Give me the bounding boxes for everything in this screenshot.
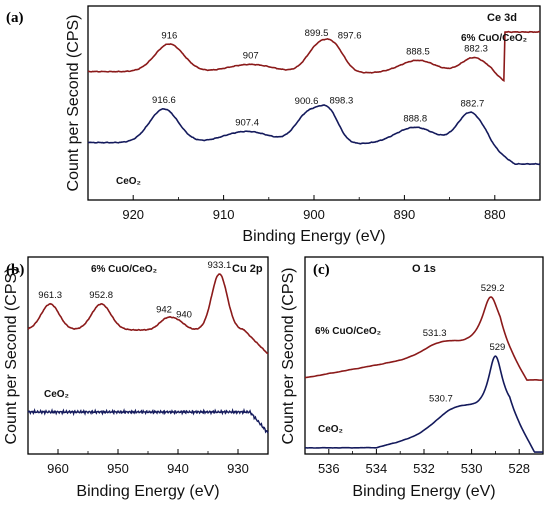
panel-b-corner-title: Cu 2p [232, 263, 263, 275]
panel-a-ceo2-line [87, 104, 541, 166]
panel-a-ceo2-series-label: CeO₂ [116, 176, 141, 187]
panel-b-x-tick-label: 940 [167, 461, 189, 476]
panel-c-cuo-ceo2-peak-label: 531.3 [423, 328, 447, 339]
panel-a-x-tick-label: 900 [303, 207, 325, 222]
panel-b-letter: (b) [6, 262, 24, 278]
panel-a-ceo2-peak-label: 882.7 [461, 98, 485, 109]
panel-a-ceo2-peak-labels: 916.6 907.4 900.6 898.3 888.8 882.7 [152, 95, 484, 128]
panel-c-x-tick-label: 528 [508, 461, 530, 476]
panel-c-cuo-ceo2-peak-label: 529.2 [481, 283, 505, 294]
panel-c-x-tick-label: 534 [366, 461, 388, 476]
panel-c-cuo-ceo2-line [304, 296, 544, 381]
panel-a-cuo-ceo2-series-label: 6% CuO/CeO₂ [461, 33, 527, 44]
panel-b-cuo-ceo2-peak-label: 961.3 [38, 290, 62, 301]
panel-c-x-tick-label: 532 [413, 461, 435, 476]
panel-b-cuo-ceo2-peak-labels: 961.3 952.8 942 940 933.1 [38, 260, 231, 321]
panel-a-x-tick-label: 920 [122, 207, 144, 222]
panel-c-x-axis-title: Binding Energy (eV) [352, 483, 495, 500]
panel-c-x-ticks: 536 534 532 530 528 [304, 449, 544, 476]
panel-a-ceo2-peak-label: 907.4 [235, 117, 259, 128]
panel-a-corner-title: Ce 3d [487, 12, 517, 24]
panel-a-ceo2-peak-label: 888.8 [403, 113, 427, 124]
panel-b-cuo-ceo2-series-label: 6% CuO/CeO₂ [91, 264, 157, 275]
panel-a-cuo-ceo2-peak-label: 899.5 [305, 28, 329, 39]
panel-a-ceo2-peak-label: 898.3 [329, 95, 353, 106]
panel-b-ceo2-series-label: CeO₂ [44, 389, 69, 400]
panel-a-x-tick-label: 910 [213, 207, 235, 222]
panel-a-ceo2-peak-label: 916.6 [152, 95, 176, 106]
panel-b-x-tick-label: 930 [227, 461, 249, 476]
panel-b-y-axis-title: Count per Second (CPS) [3, 268, 20, 445]
panel-b-x-axis-title: Binding Energy (eV) [76, 483, 219, 500]
panel-b-x-ticks: 960 950 940 930 [27, 449, 269, 476]
panel-c-ceo2-peak-label: 529 [489, 342, 505, 353]
panel-b-cuo-ceo2-peak-label: 952.8 [89, 290, 113, 301]
panel-c-x-tick-label: 536 [318, 461, 340, 476]
panel-a-cuo-ceo2-peak-label: 916 [161, 30, 177, 41]
panel-a-x-tick-label: 890 [394, 207, 416, 222]
panel-c-ceo2-peak-label: 530.7 [429, 393, 453, 404]
panel-c-ceo2-line [304, 355, 544, 453]
panel-c-ceo2-peak-labels: 530.7 529 [429, 342, 505, 404]
panel-c-cuo-ceo2-peak-labels: 531.3 529.2 [423, 283, 505, 339]
panel-a-cuo-ceo2-peak-label: 907 [243, 50, 259, 61]
panel-a-ce-3d: 920 910 900 890 880 916 907 899.5 897.6 888.5 882… [6, 5, 541, 245]
panel-c-corner-title: O 1s [412, 263, 436, 275]
panel-a-x-tick-label: 880 [484, 207, 506, 222]
panel-a-y-axis-title: Count per Second (CPS) [65, 15, 82, 192]
panel-a-x-axis-title: Binding Energy (eV) [242, 228, 385, 245]
panel-a-x-ticks: 920 910 900 890 880 [87, 195, 541, 222]
panel-c-x-tick-label: 530 [461, 461, 483, 476]
panel-b-cuo-ceo2-peak-label: 940 [176, 310, 192, 321]
panel-b-x-tick-label: 960 [47, 461, 69, 476]
panel-a-cuo-ceo2-peak-label: 897.6 [338, 31, 362, 42]
panel-b-cuo-ceo2-peak-label: 933.1 [208, 260, 232, 271]
panel-b-ceo2-line [27, 407, 269, 434]
panel-c-letter: (c) [313, 262, 330, 278]
panel-b-x-tick-label: 950 [107, 461, 129, 476]
panel-c-cuo-ceo2-series-label: 6% CuO/CeO₂ [315, 326, 381, 337]
panel-a-ceo2-peak-label: 900.6 [295, 96, 319, 107]
panel-b-cu-2p: 960 950 940 930 961.3 952.8 942 940 933.1 (b) C… [3, 256, 269, 500]
panel-a-cuo-ceo2-peak-label: 888.5 [406, 46, 430, 57]
panel-a-letter: (a) [6, 10, 24, 26]
panel-b-cuo-ceo2-peak-label: 942 [156, 304, 172, 315]
panel-c-ceo2-series-label: CeO₂ [318, 424, 343, 435]
panel-c-y-axis-title: Count per Second (CPS) [280, 268, 297, 445]
panel-a-cuo-ceo2-peak-labels: 916 907 899.5 897.6 888.5 882.3 [161, 28, 487, 61]
panel-a-cuo-ceo2-line [87, 30, 541, 83]
panel-b-cuo-ceo2-line [27, 273, 269, 355]
panel-a-cuo-ceo2-peak-label: 882.3 [464, 44, 488, 55]
panel-b-frame [27, 256, 269, 455]
